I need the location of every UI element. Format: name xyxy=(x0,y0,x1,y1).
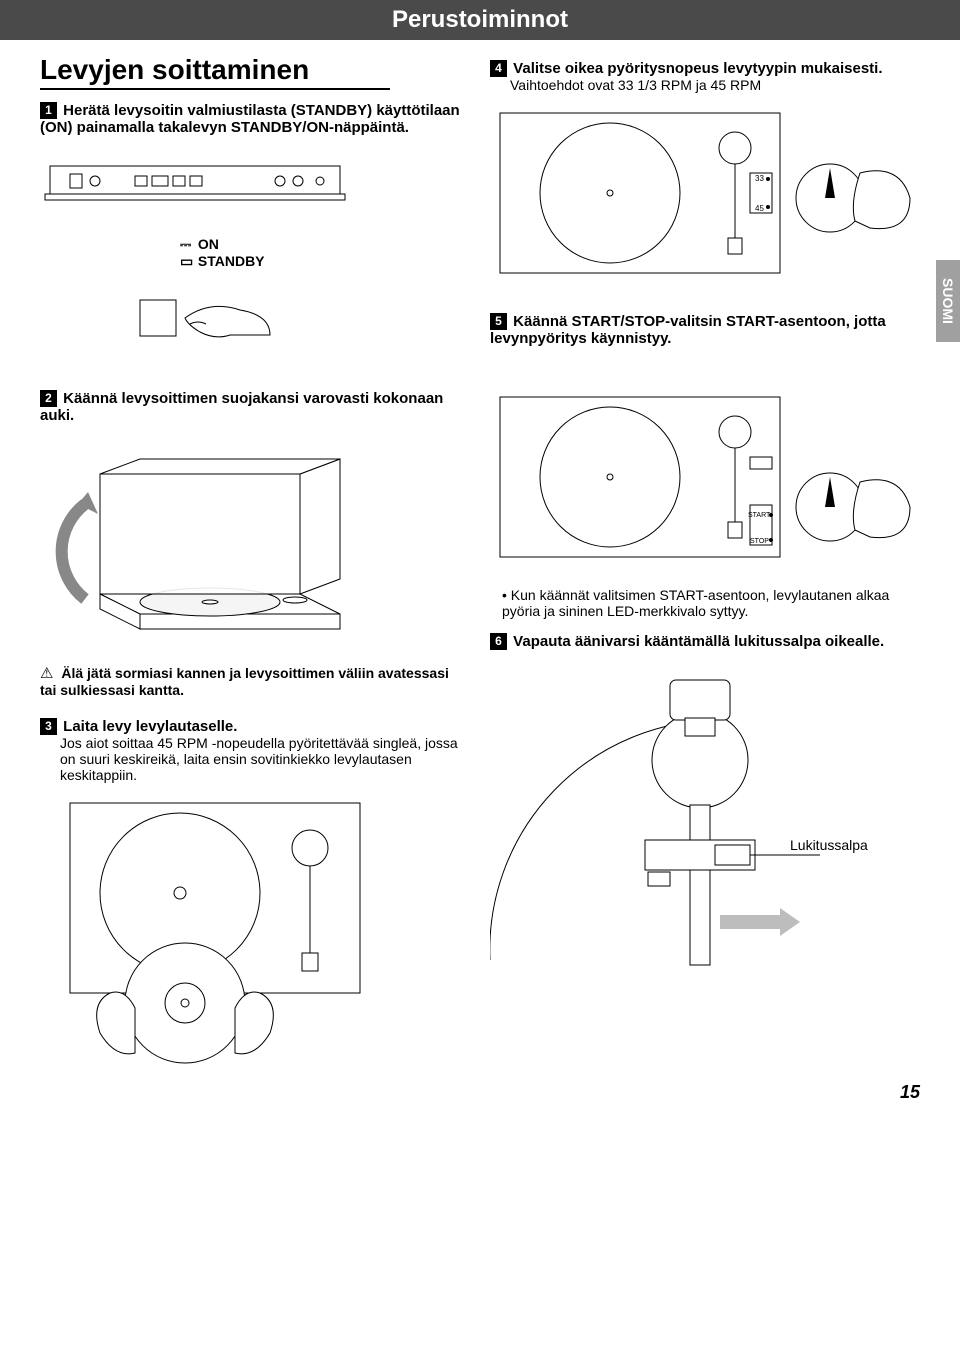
warning-line: ⚠ Älä jätä sormiasi kannen ja levysoitti… xyxy=(40,664,460,698)
step-num-4: 4 xyxy=(490,60,507,77)
label-start: START xyxy=(748,512,771,519)
step-4-text: Valitse oikea pyöritysnopeus levytyypin … xyxy=(513,60,882,77)
illus-press-button xyxy=(40,280,460,370)
illus-place-record xyxy=(40,793,460,1073)
step-5-text: Käännä START/STOP-valitsin START-asentoo… xyxy=(490,313,886,347)
label-45: 45 xyxy=(755,204,764,213)
step-2-text: Käännä levysoittimen suojakansi varovast… xyxy=(40,390,443,424)
section-header-title: Perustoiminnot xyxy=(392,6,568,33)
illus-start-stop: START STOP xyxy=(490,387,920,567)
step-1-text: Herätä levysoitin valmiustilasta (STANDB… xyxy=(40,102,460,136)
illus-speed-switch: 33 45 xyxy=(490,103,920,283)
step-6: 6 Vapauta äänivarsi kääntämällä lukituss… xyxy=(490,633,920,650)
step-num-3: 3 xyxy=(40,718,57,735)
label-stop: STOP xyxy=(750,538,769,545)
on-standby-labels: ⎓ ON ▭ STANDBY xyxy=(180,236,460,270)
section-title: Levyjen soittaminen xyxy=(40,54,390,90)
illus-rear-panel xyxy=(40,146,460,216)
step-num-1: 1 xyxy=(40,102,57,119)
illus-tonearm-lock: Lukitussalpa xyxy=(490,660,920,970)
step-5: 5 Käännä START/STOP-valitsin START-asent… xyxy=(490,313,920,347)
step-3: 3 Laita levy levylautaselle. Jos aiot so… xyxy=(40,718,460,783)
step-2: 2 Käännä levysoittimen suojakansi varova… xyxy=(40,390,460,424)
bullet-start-note: Kun käännät valitsimen START-asentoon, l… xyxy=(502,587,920,619)
step-1: 1 Herätä levysoitin valmiustilasta (STAN… xyxy=(40,102,460,136)
step-num-6: 6 xyxy=(490,633,507,650)
step-4: 4 Valitse oikea pyöritysnopeus levytyypi… xyxy=(490,60,920,93)
label-on: ON xyxy=(198,236,219,252)
step-4-sub: Vaihtoehdot ovat 33 1/3 RPM ja 45 RPM xyxy=(510,77,920,93)
label-standby: STANDBY xyxy=(198,253,265,269)
warning-icon: ⚠ xyxy=(40,664,53,682)
label-lukitussalpa: Lukitussalpa xyxy=(790,837,868,853)
label-33: 33 xyxy=(755,174,764,183)
illus-open-cover xyxy=(40,434,460,644)
step-6-text: Vapauta äänivarsi kääntämällä lukitussal… xyxy=(513,633,884,650)
step-3-text: Laita levy levylautaselle. xyxy=(63,718,237,735)
step-3-sub: Jos aiot soittaa 45 RPM -nopeudella pyör… xyxy=(60,735,460,783)
warning-text: Älä jätä sormiasi kannen ja levysoittime… xyxy=(40,665,449,698)
page-number: 15 xyxy=(900,1082,920,1103)
right-column: 4 Valitse oikea pyöritysnopeus levytyypi… xyxy=(490,50,920,1093)
step-num-2: 2 xyxy=(40,390,57,407)
step-num-5: 5 xyxy=(490,313,507,330)
section-header-bar: Perustoiminnot xyxy=(0,0,960,40)
left-column: Levyjen soittaminen 1 Herätä levysoitin … xyxy=(40,50,460,1093)
